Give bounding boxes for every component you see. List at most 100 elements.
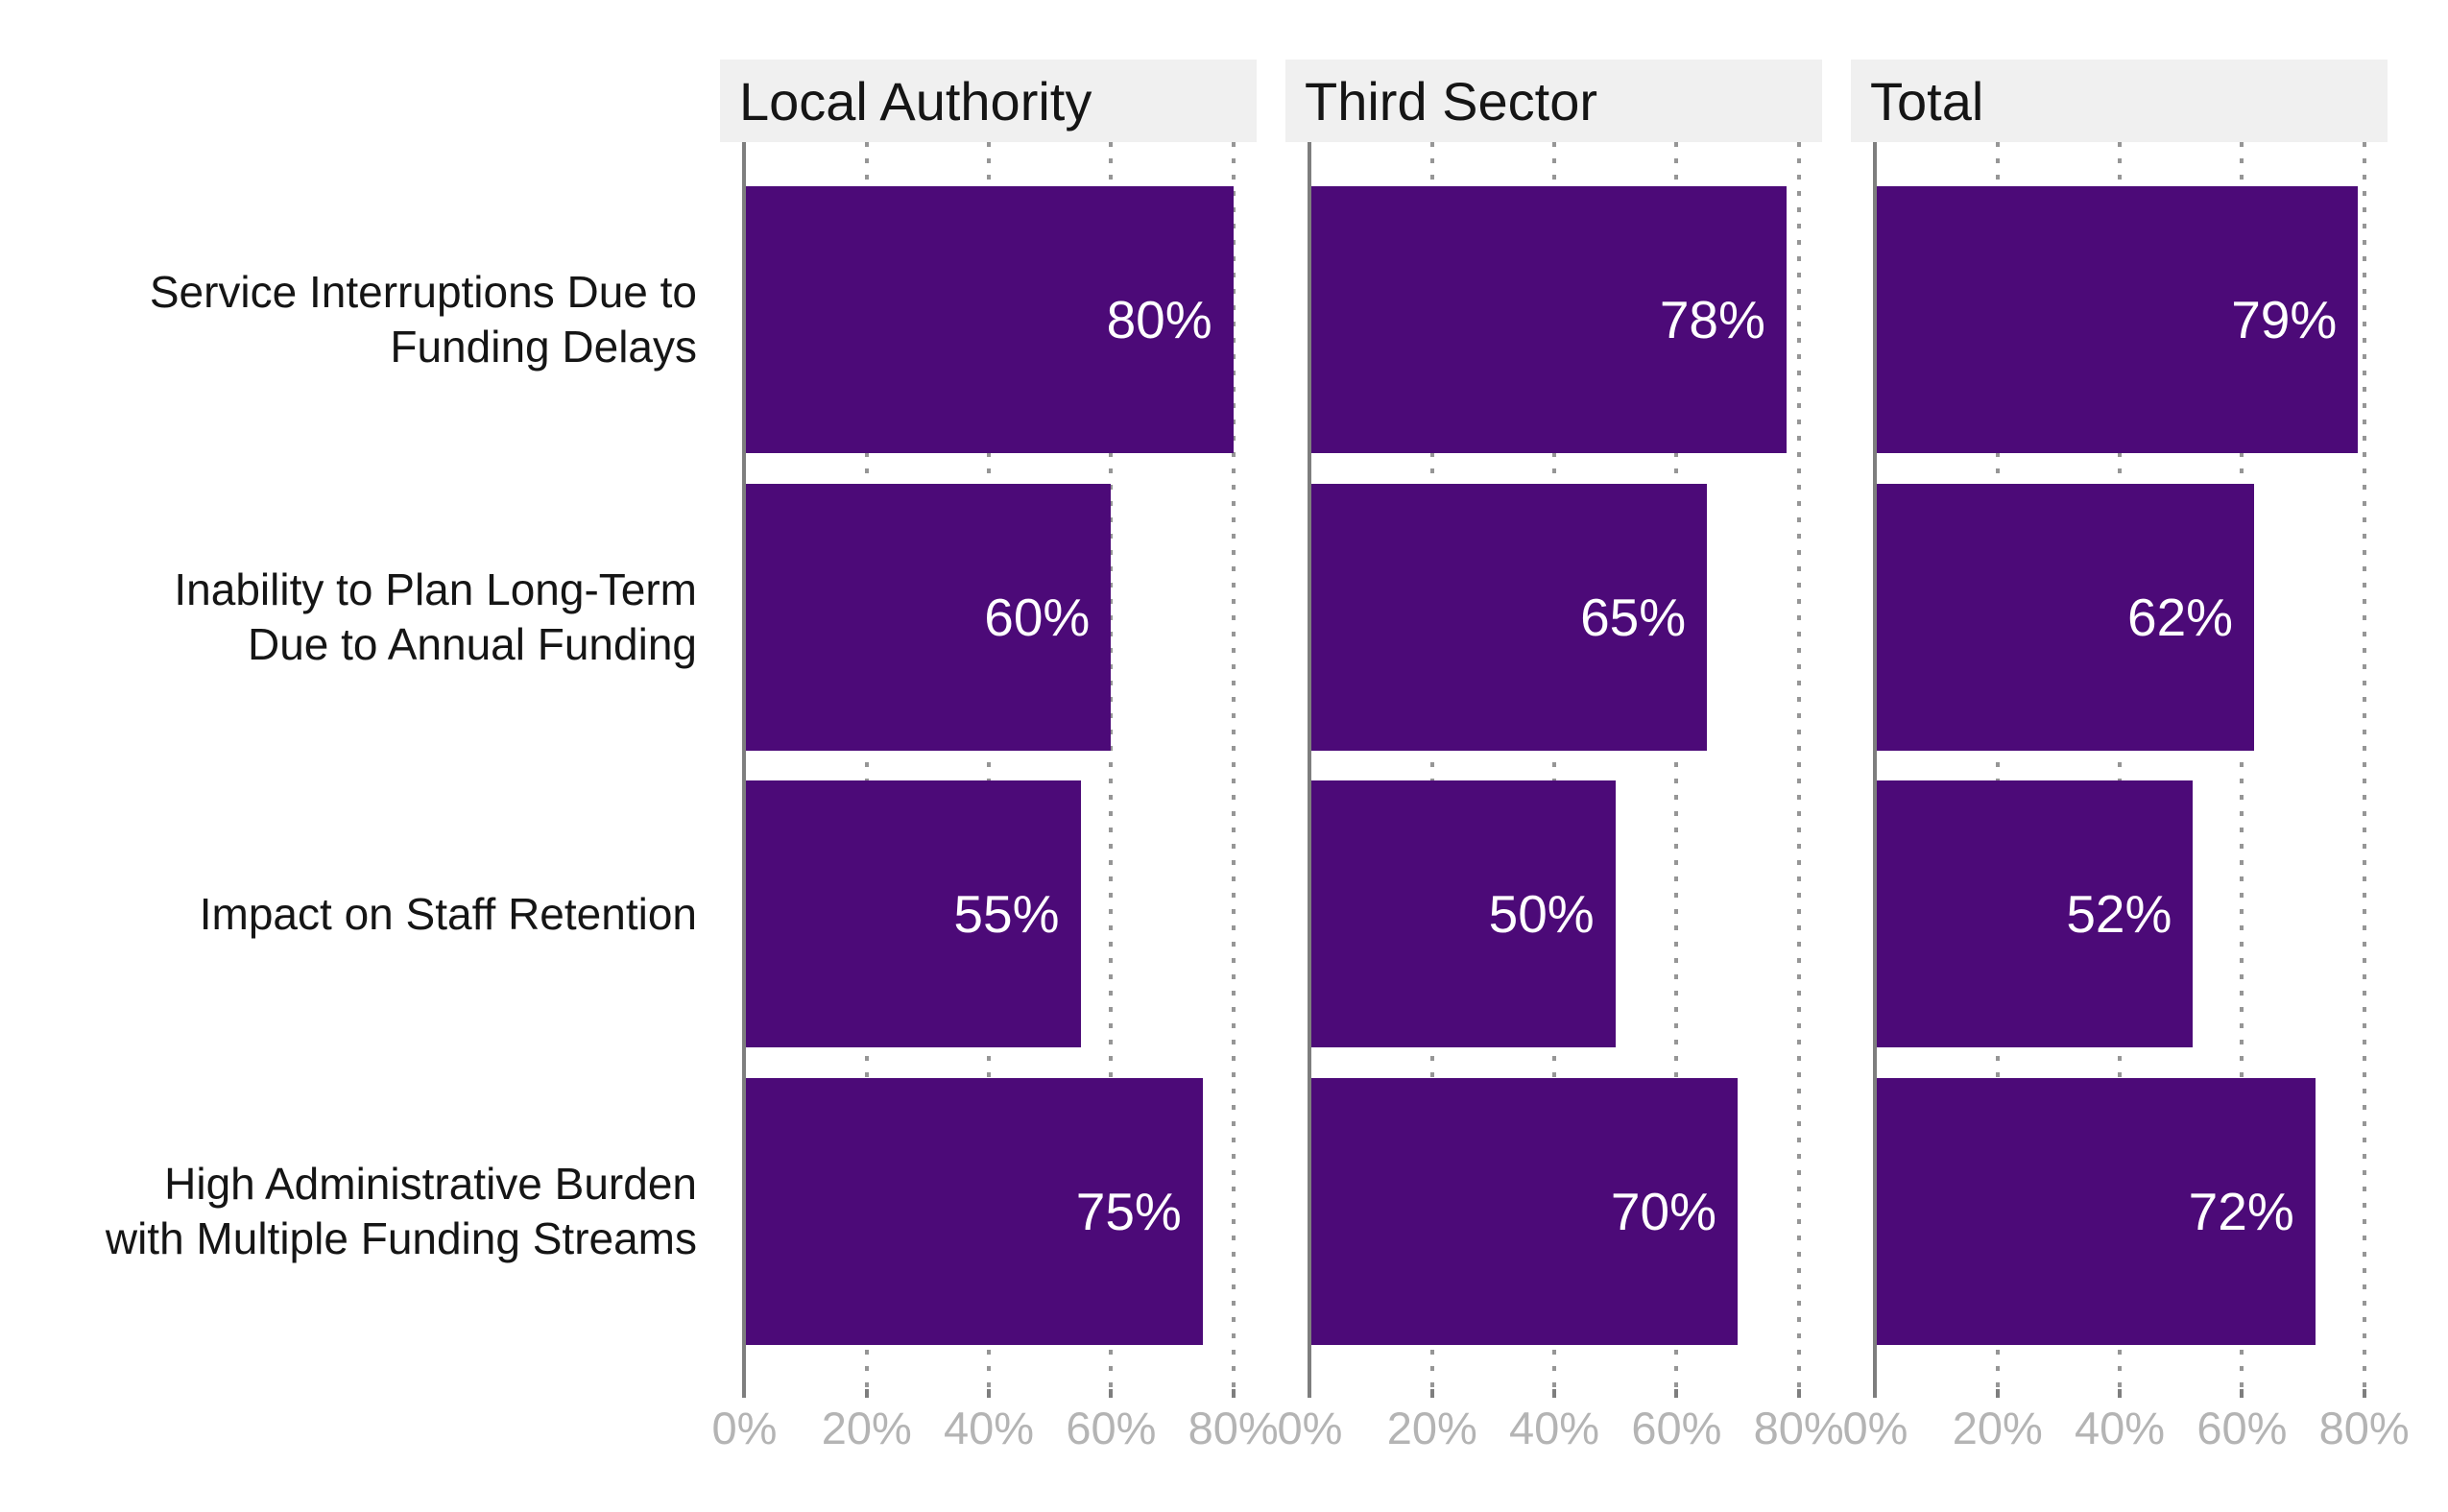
x-tick-label: 40% [1509, 1403, 1600, 1453]
bar-row: 65% [1285, 468, 1822, 766]
gridline-60 [1109, 142, 1114, 1389]
bar-row: 55% [720, 766, 1257, 1064]
x-tick-mark [864, 1389, 869, 1398]
bar: 65% [1309, 483, 1708, 751]
x-tick-mark [1995, 1389, 2000, 1398]
x-tick-label: 0% [1277, 1403, 1343, 1453]
bar-rows: 78% 65% 50% 70% [1285, 142, 1822, 1389]
category-label-line: Inability to Plan Long-Term [174, 564, 697, 614]
bar: 78% [1309, 185, 1787, 453]
facet-panels: Local Authority 80% 60% 55% 75% 0% 20% 40% 60% 80… [711, 60, 2410, 1512]
category-labels: Service Interruptions Due to Funding Dela… [0, 142, 720, 1389]
bar-value-label: 75% [1075, 1182, 1182, 1242]
bar-value-label: 50% [1488, 884, 1595, 945]
bar-value-label: 62% [2126, 587, 2234, 647]
strip-spacer [0, 60, 720, 142]
gridline-20 [1429, 142, 1434, 1389]
bar: 55% [744, 780, 1081, 1048]
gridline-40 [987, 142, 992, 1389]
gridline-80 [1231, 142, 1236, 1389]
gridline-40 [1552, 142, 1557, 1389]
x-tick-label: 40% [2075, 1403, 2166, 1453]
bar-value-label: 80% [1106, 289, 1212, 349]
x-tick-mark [1308, 1389, 1312, 1398]
bar-value-label: 78% [1659, 289, 1765, 349]
x-tick-label: 80% [2318, 1403, 2410, 1453]
bar-value-label: 55% [953, 884, 1060, 945]
bar-row: 78% [1285, 171, 1822, 468]
facet-panel: Third Sector 78% 65% 50% 70% 0% 20% 40% 60% 80% [1277, 60, 1844, 1512]
bar-row: 72% [1851, 1063, 2388, 1360]
bar-row: 70% [1285, 1063, 1822, 1360]
category-label: Impact on Staff Retention [0, 766, 720, 1064]
category-label-line: Due to Annual Funding [247, 618, 697, 669]
x-tick-mark [2240, 1389, 2244, 1398]
bar-value-label: 72% [2188, 1182, 2294, 1242]
facet-strip-title: Third Sector [1305, 70, 1597, 132]
facet-panel: Total 79% 62% 52% 72% 0% 20% 40% 60% 80% [1842, 60, 2410, 1512]
category-label: Service Interruptions Due to Funding Dela… [0, 171, 720, 468]
x-tick-mark [1109, 1389, 1114, 1398]
bar: 52% [1875, 780, 2194, 1048]
bar-value-label: 65% [1580, 587, 1687, 647]
plot-area: 80% 60% 55% 75% [720, 142, 1257, 1389]
x-tick-label: 60% [2196, 1403, 2288, 1453]
category-label-line: Funding Delays [390, 321, 697, 372]
y-axis-line [1308, 142, 1312, 1389]
bar: 80% [744, 185, 1234, 453]
facet-strip: Third Sector [1285, 60, 1822, 142]
bar: 72% [1875, 1078, 2316, 1346]
facet-strip-title: Total [1870, 70, 1984, 132]
plot-area: 78% 65% 50% 70% [1285, 142, 1822, 1389]
bar-value-label: 60% [984, 587, 1091, 647]
x-tick-mark [1552, 1389, 1557, 1398]
x-tick-mark [1796, 1389, 1801, 1398]
bar-rows: 80% 60% 55% 75% [720, 142, 1257, 1389]
gridline-20 [864, 142, 869, 1389]
gridline-80 [2362, 142, 2366, 1389]
facet-strip-title: Local Authority [739, 70, 1092, 132]
x-tick-label: 80% [1753, 1403, 1844, 1453]
gridline-60 [2240, 142, 2244, 1389]
bar: 70% [1309, 1078, 1738, 1346]
bar: 75% [744, 1078, 1203, 1346]
bar: 50% [1309, 780, 1616, 1048]
category-label: High Administrative Burden with Multiple … [0, 1063, 720, 1360]
category-label-line: with Multiple Funding Streams [105, 1213, 697, 1264]
plot-area: 79% 62% 52% 72% [1851, 142, 2388, 1389]
bar-row: 50% [1285, 766, 1822, 1064]
facet-strip: Local Authority [720, 60, 1257, 142]
category-axis: Service Interruptions Due to Funding Dela… [0, 60, 720, 1512]
x-tick-label: 60% [1631, 1403, 1722, 1453]
bar-value-label: 52% [2066, 884, 2172, 945]
x-tick-label: 20% [821, 1403, 912, 1453]
bar: 62% [1875, 483, 2255, 751]
x-axis: 0% 20% 40% 60% 80% [1842, 1389, 2410, 1476]
x-tick-label: 80% [1188, 1403, 1279, 1453]
x-tick-label: 0% [711, 1403, 778, 1453]
gridline-20 [1995, 142, 2000, 1389]
category-label-line: Impact on Staff Retention [199, 888, 697, 939]
gridline-40 [2118, 142, 2123, 1389]
bar-row: 79% [1851, 171, 2388, 468]
x-axis: 0% 20% 40% 60% 80% [711, 1389, 1279, 1476]
gridline-60 [1674, 142, 1679, 1389]
x-tick-mark [742, 1389, 747, 1398]
bar-row: 80% [720, 171, 1257, 468]
x-tick-mark [2118, 1389, 2123, 1398]
bar: 60% [744, 483, 1112, 751]
x-tick-label: 0% [1842, 1403, 1908, 1453]
facet-panel: Local Authority 80% 60% 55% 75% 0% 20% 40% 60% 80… [711, 60, 1279, 1512]
gridline-80 [1796, 142, 1801, 1389]
x-tick-mark [2362, 1389, 2366, 1398]
x-axis: 0% 20% 40% 60% 80% [1277, 1389, 1844, 1476]
category-label-line: High Administrative Burden [164, 1159, 697, 1210]
bar: 79% [1875, 185, 2359, 453]
x-tick-mark [1873, 1389, 1878, 1398]
bar-row: 52% [1851, 766, 2388, 1064]
x-tick-label: 20% [1386, 1403, 1477, 1453]
x-tick-label: 40% [944, 1403, 1035, 1453]
bar-row: 75% [720, 1063, 1257, 1360]
facet-strip: Total [1851, 60, 2388, 142]
